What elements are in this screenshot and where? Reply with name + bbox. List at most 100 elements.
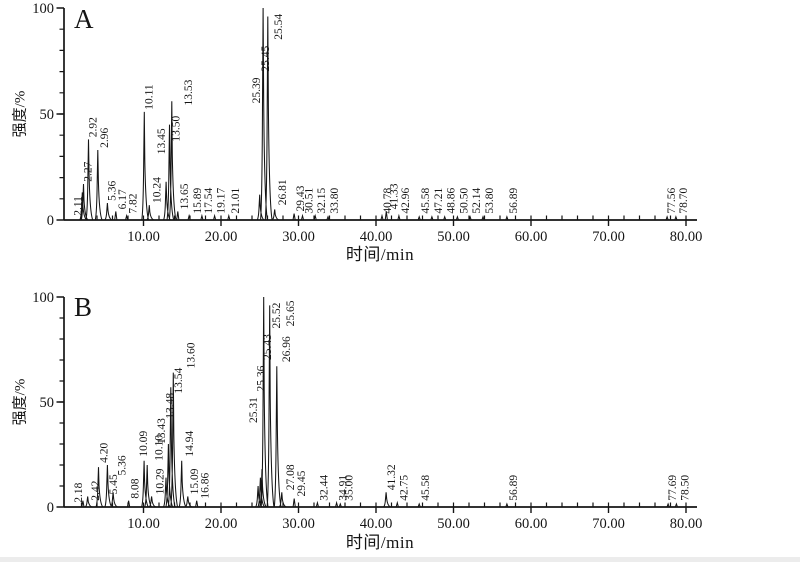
x-tick-label: 10.00 xyxy=(127,229,160,245)
peak-label: 6.17 xyxy=(117,189,129,209)
x-tick-label: 60.00 xyxy=(515,516,548,532)
peak-label: 2.11 xyxy=(72,196,84,216)
peak-label: 52.14 xyxy=(471,187,483,213)
peak-label: 29.43 xyxy=(295,185,307,211)
peak-label: 41.33 xyxy=(388,183,400,209)
signal-trace xyxy=(65,7,694,221)
x-axis-label-a: 时间/min xyxy=(345,245,415,264)
peak-label: 8.08 xyxy=(130,478,142,498)
peak-label: 78.70 xyxy=(678,187,690,213)
peak-label: 15.89 xyxy=(192,187,204,213)
peak-label: 2.42 xyxy=(90,480,102,500)
page-edge-shadow xyxy=(0,557,800,562)
x-tick-label: 30.00 xyxy=(282,516,315,532)
peak-label: 34.91 xyxy=(338,475,350,501)
minor-ticks xyxy=(59,317,687,507)
peak-label: 45.58 xyxy=(420,475,432,501)
y-tick-label: 100 xyxy=(32,1,54,17)
x-tick-label: 50.00 xyxy=(437,229,470,245)
peak-label: 56.89 xyxy=(508,187,520,213)
peak-label: 16.86 xyxy=(200,472,212,498)
x-tick-label: 10.00 xyxy=(127,516,160,532)
signal-trace xyxy=(65,296,694,508)
peak-label: 78.50 xyxy=(679,475,691,501)
peak-label: 10.11 xyxy=(143,84,155,110)
y-axis-label-a: 强度/% xyxy=(12,90,29,138)
peak-label: 10.24 xyxy=(151,177,163,203)
peak-label: 77.56 xyxy=(666,187,678,213)
major-ticks xyxy=(56,296,687,513)
panel-b: 10.00 20.00 30.00 40.00 50.00 60.00 70.00 80.00… xyxy=(32,290,702,532)
peak-label: 25.54 xyxy=(273,14,285,40)
panel-a: 10.00 20.00 30.00 40.00 50.00 60.00 70.00 80.00… xyxy=(32,1,702,245)
peak-label: 5.36 xyxy=(117,455,129,475)
peak-label: 2.27 xyxy=(83,161,95,181)
peak-label: 13.65 xyxy=(179,183,191,209)
peak-label: 26.81 xyxy=(277,179,289,205)
x-tick-label: 20.00 xyxy=(205,229,238,245)
peak-label: 14.94 xyxy=(184,430,196,456)
panel-label-a: A xyxy=(74,4,94,34)
peak-label: 10.29 xyxy=(155,468,167,494)
peak-label: 25.36 xyxy=(256,365,268,391)
peak-label: 10.10 xyxy=(153,435,165,461)
peak-label: 13.60 xyxy=(185,342,197,368)
peak-label: 13.45 xyxy=(156,128,168,154)
peak-label: 29.45 xyxy=(296,470,308,496)
major-ticks xyxy=(56,7,687,226)
y-tick-label: 100 xyxy=(32,290,54,306)
y-tick-label: 0 xyxy=(47,500,54,516)
peak-label: 13.53 xyxy=(183,79,195,105)
peak-label: 50.50 xyxy=(458,187,470,213)
peak-label: 2.96 xyxy=(99,128,111,148)
peak-label: 25.43 xyxy=(262,334,274,360)
x-tick-label: 60.00 xyxy=(515,229,548,245)
peak-label: 21.01 xyxy=(230,187,242,213)
y-tick-label: 50 xyxy=(40,107,55,123)
peak-label: 26.96 xyxy=(281,336,293,362)
peak-label: 45.58 xyxy=(420,187,432,213)
peak-label: 25.52 xyxy=(271,302,283,328)
peak-label: 13.50 xyxy=(171,115,183,141)
peak-label: 10.09 xyxy=(138,430,150,456)
peak-label: 2.18 xyxy=(73,482,85,502)
peak-label: 13.54 xyxy=(173,367,185,393)
peak-label: 32.44 xyxy=(318,475,330,501)
peak-label: 7.82 xyxy=(128,193,140,213)
x-tick-label: 40.00 xyxy=(360,516,393,532)
peak-label: 56.89 xyxy=(508,475,520,501)
x-tick-label: 70.00 xyxy=(592,229,625,245)
peak-label: 53.80 xyxy=(484,187,496,213)
x-tick-label: 80.00 xyxy=(670,229,703,245)
peak-label: 25.45 xyxy=(260,45,272,71)
peak-label: 47.21 xyxy=(433,187,445,213)
peak-label: 40.78 xyxy=(382,187,394,213)
y-tick-label: 0 xyxy=(47,213,54,229)
x-tick-label: 30.00 xyxy=(282,229,315,245)
peak-label: 19.17 xyxy=(216,187,228,213)
y-axis-label-b: 强度/% xyxy=(12,378,29,426)
peak-label: 77.69 xyxy=(667,475,679,501)
peak-label: 42.96 xyxy=(400,187,412,213)
peak-label: 48.86 xyxy=(446,187,458,213)
x-tick-label: 80.00 xyxy=(670,516,703,532)
peak-label: 15.09 xyxy=(189,468,201,494)
x-tick-label: 40.00 xyxy=(360,229,393,245)
peak-label: 4.20 xyxy=(99,443,111,463)
peak-label: 27.08 xyxy=(285,464,297,490)
peak-label: 5.36 xyxy=(107,181,119,201)
peak-label: 13.43 xyxy=(156,418,168,444)
peak-label: 33.80 xyxy=(329,187,341,213)
peak-label: 41.32 xyxy=(386,464,398,490)
peak-label: 25.31 xyxy=(248,397,260,423)
peak-label: 25.39 xyxy=(251,77,263,103)
peak-label: 17.54 xyxy=(203,187,215,213)
x-tick-label: 20.00 xyxy=(205,516,238,532)
peak-label: 5.45 xyxy=(108,474,120,494)
x-tick-label: 50.00 xyxy=(437,516,470,532)
peak-label: 32.15 xyxy=(316,187,328,213)
panel-label-b: B xyxy=(74,292,93,322)
peak-label: 25.65 xyxy=(285,300,297,326)
